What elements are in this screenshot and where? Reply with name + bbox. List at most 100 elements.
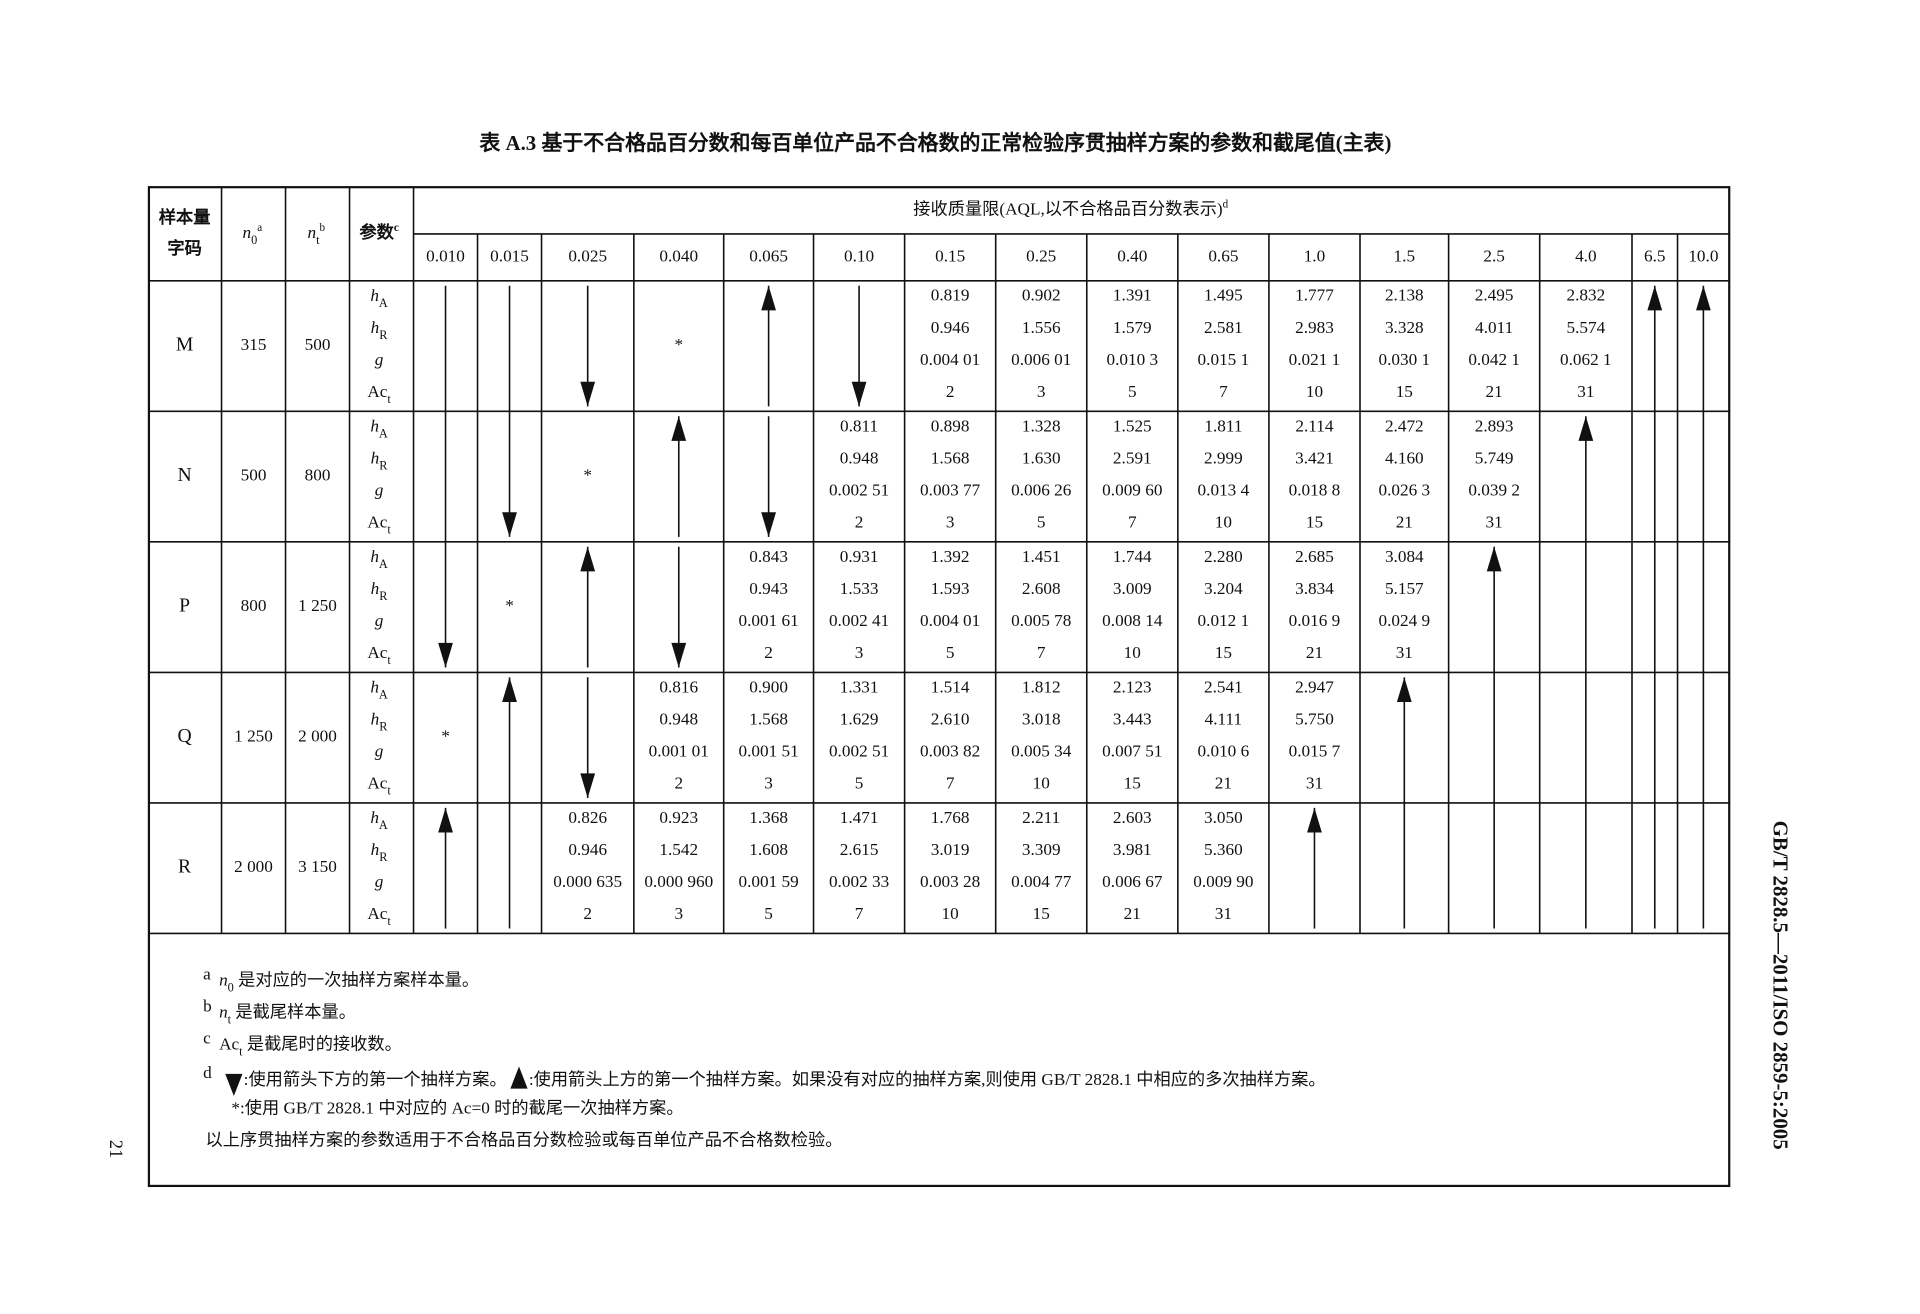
cell-value: 2.608 — [1022, 579, 1061, 598]
cell-value: 3.834 — [1295, 579, 1334, 598]
param-label: g — [375, 611, 384, 630]
cell-value: 10 — [1033, 773, 1050, 792]
footnote-symbol: n — [219, 1002, 228, 1021]
footnote-note: 以上序贯抽样方案的参数适用于不合格品百分数检验或每百单位产品不合格数检验。 — [206, 1131, 843, 1150]
cell-value: 3.421 — [1295, 448, 1334, 467]
cell-value: 2.472 — [1385, 416, 1424, 435]
cell-value: 5.749 — [1475, 448, 1514, 467]
cell-value: 0.015 7 — [1289, 741, 1341, 760]
aql-value: 0.25 — [1026, 246, 1056, 265]
cell-value: 15 — [1033, 904, 1050, 923]
param-label: Act — [367, 512, 391, 536]
cell-value: 7 — [1037, 643, 1046, 662]
param-label-main: h — [370, 286, 379, 305]
cell-value: 2.983 — [1295, 318, 1334, 337]
param-label: hA — [370, 808, 388, 832]
cell-value: 15 — [1124, 773, 1141, 792]
sample-code: M — [176, 334, 194, 356]
cell-value: 1.533 — [840, 579, 879, 598]
cell-value: 15 — [1306, 512, 1323, 531]
cell-value: 3 — [1037, 382, 1046, 401]
cell-value: 0.013 4 — [1198, 480, 1250, 499]
column-header-sup: a — [257, 222, 262, 234]
cell-value: 3.019 — [931, 840, 970, 859]
aql-value: 10.0 — [1688, 246, 1718, 265]
star-cell: * — [674, 335, 683, 354]
cell-value: 0.016 9 — [1289, 611, 1341, 630]
cell-value: 2 — [855, 512, 864, 531]
arrow-head — [1307, 807, 1322, 833]
cell-value: 0.010 6 — [1198, 741, 1250, 760]
param-label: Act — [367, 382, 391, 406]
nt-value: 3 150 — [298, 857, 337, 876]
param-label: Act — [367, 643, 391, 667]
cell-value: 3.084 — [1385, 547, 1424, 566]
cell-value: 1.811 — [1204, 416, 1242, 435]
cell-value: 2.123 — [1113, 677, 1152, 696]
cell-value: 1.608 — [749, 840, 788, 859]
arrow-head — [502, 512, 517, 537]
cell-value: 0.006 26 — [1011, 480, 1072, 499]
cell-value: 0.005 34 — [1011, 741, 1072, 760]
arrow-head — [438, 642, 453, 668]
cell-value: 0.015 1 — [1198, 350, 1250, 369]
param-label-sub: R — [379, 850, 388, 864]
aql-value: 0.040 — [659, 246, 698, 265]
param-label-sub: A — [379, 557, 388, 571]
cell-value: 0.000 635 — [553, 872, 622, 891]
cell-value: 10 — [1306, 382, 1323, 401]
table-title: 表 A.3 基于不合格品百分数和每百单位产品不合格数的正常检验序贯抽样方案的参数… — [479, 131, 1391, 155]
cell-value: 0.021 1 — [1289, 350, 1341, 369]
cell-value: 10 — [1215, 512, 1232, 531]
cell-value: 3.981 — [1113, 840, 1152, 859]
param-label: hA — [370, 286, 388, 310]
param-label-main: g — [375, 350, 384, 369]
cell-value: 0.005 78 — [1011, 611, 1071, 630]
param-label-sub: A — [379, 818, 388, 832]
param-label-sub: t — [387, 653, 391, 667]
cell-value: 1.568 — [749, 709, 788, 728]
cell-value: 0.009 60 — [1102, 480, 1162, 499]
cell-value: 0.003 82 — [920, 741, 980, 760]
aql-value: 0.10 — [844, 246, 874, 265]
param-label-main: g — [375, 611, 384, 630]
star-cell: * — [583, 466, 592, 485]
cell-value: 0.001 51 — [738, 741, 798, 760]
param-label: Act — [367, 773, 391, 797]
cell-value: 7 — [1128, 512, 1137, 531]
param-label-sub: R — [379, 719, 388, 733]
footnote-symbol: Ac — [219, 1034, 239, 1053]
cell-value: 3.009 — [1113, 579, 1152, 598]
cell-value: 2.615 — [840, 840, 879, 859]
sample-code: N — [178, 464, 192, 486]
footnote-mark: a — [203, 964, 211, 983]
cell-value: 2.893 — [1475, 416, 1514, 435]
cell-value: 3.018 — [1022, 709, 1061, 728]
cell-value: 0.008 14 — [1102, 611, 1163, 630]
column-header-sup: b — [320, 222, 326, 234]
aql-value: 1.5 — [1394, 246, 1416, 265]
cell-value: 7 — [855, 904, 864, 923]
cell-value: 0.030 1 — [1378, 350, 1430, 369]
cell-value: 1.777 — [1295, 286, 1334, 305]
aql-value: 4.0 — [1575, 246, 1597, 265]
cell-value: 7 — [1219, 382, 1228, 401]
cell-value: 0.003 77 — [920, 480, 981, 499]
cell-value: 5.750 — [1295, 709, 1334, 728]
footnote: *:使用 GB/T 2828.1 中对应的 Ac=0 时的截尾一次抽样方案。 — [231, 1098, 683, 1118]
cell-value: 2.610 — [931, 709, 970, 728]
cell-value: 0.902 — [1022, 286, 1061, 305]
footnote-sub: 0 — [228, 980, 234, 994]
cell-value: 5 — [764, 904, 773, 923]
param-label-main: Ac — [367, 773, 387, 792]
cell-value: 21 — [1215, 773, 1232, 792]
param-label: g — [375, 872, 384, 891]
star-cell: * — [441, 727, 450, 746]
param-label: Act — [367, 904, 391, 928]
column-header: n0a — [242, 222, 262, 247]
cell-value: 1.579 — [1113, 318, 1152, 337]
cell-value: 1.593 — [931, 579, 970, 598]
cell-value: 0.819 — [931, 286, 970, 305]
cell-value: 2.541 — [1204, 677, 1243, 696]
